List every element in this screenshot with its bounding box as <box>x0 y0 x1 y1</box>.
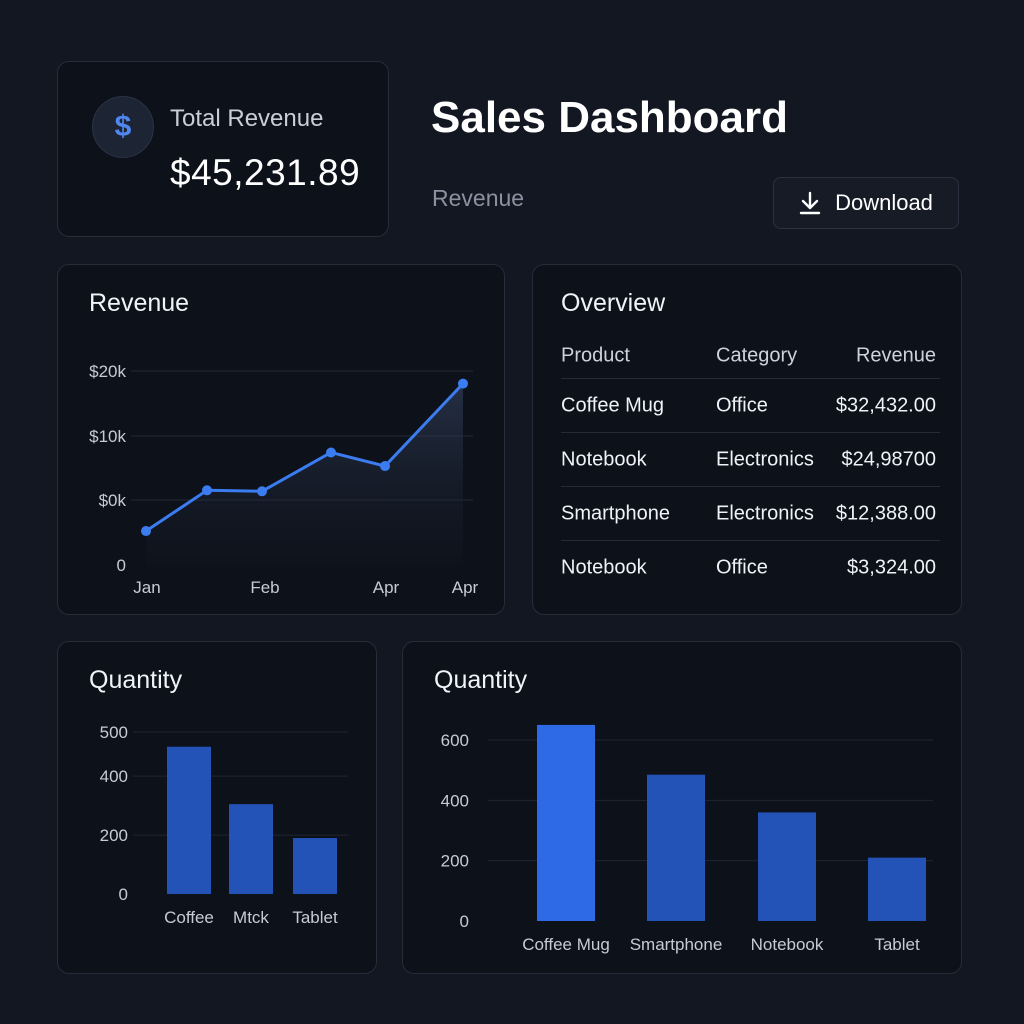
bar <box>537 724 595 921</box>
cell-product: Notebook <box>561 556 647 578</box>
cell-revenue: $12,388.00 <box>835 502 936 524</box>
quantity-small-title: Quantity <box>89 666 183 694</box>
column-header-category: Category <box>716 344 798 366</box>
cell-category: Electronics <box>716 448 814 470</box>
x-tick-label: Tablet <box>292 908 338 927</box>
y-tick-label: $10k <box>89 427 126 446</box>
x-tick-label: Jan <box>133 578 160 597</box>
data-point <box>458 378 468 389</box>
page-subtitle: Revenue <box>432 185 525 211</box>
y-tick-label: 0 <box>119 885 128 904</box>
data-point <box>202 485 212 496</box>
x-tick-label: Apr <box>373 578 400 597</box>
total-revenue-value: $45,231.89 <box>170 152 361 193</box>
column-header-revenue: Revenue <box>855 344 936 366</box>
y-tick-label: 200 <box>100 826 128 845</box>
y-tick-label: $0k <box>99 491 127 510</box>
bar <box>647 774 705 921</box>
cell-revenue: $24,98700 <box>841 448 936 470</box>
dollar-icon: $ <box>92 96 154 158</box>
cell-category: Electronics <box>716 502 814 524</box>
download-button[interactable]: Download <box>773 177 959 229</box>
cell-revenue: $32,432.00 <box>835 394 936 416</box>
x-tick-label: Coffee Mug <box>522 935 610 954</box>
cell-revenue: $3,324.00 <box>847 556 936 578</box>
x-tick-label: Notebook <box>751 935 824 954</box>
revenue-chart-title: Revenue <box>89 289 190 317</box>
x-tick-label: Feb <box>250 578 279 597</box>
bar <box>229 804 273 894</box>
y-tick-label: 400 <box>441 791 469 810</box>
table-row[interactable]: Coffee Mug Office $32,432.00 <box>561 379 940 433</box>
y-tick-label: $20k <box>89 362 126 381</box>
overview-table: Product Category Revenue Coffee Mug Offi… <box>561 333 940 594</box>
table-row[interactable]: Notebook Electronics $24,98700 <box>561 433 940 487</box>
total-revenue-label: Total Revenue <box>170 105 324 132</box>
download-icon <box>799 191 821 215</box>
total-revenue-card: $ Total Revenue $45,231.89 <box>57 61 389 237</box>
x-tick-label: Smartphone <box>630 935 723 954</box>
revenue-chart-card: Revenue 0 $0k $10k $20k Jan Feb Apr Apr <box>57 264 505 615</box>
quantity-large-title: Quantity <box>434 666 528 694</box>
overview-title: Overview <box>561 289 666 317</box>
cell-category: Office <box>716 394 768 416</box>
cell-product: Notebook <box>561 448 647 470</box>
table-row[interactable]: Notebook Office $3,324.00 <box>561 541 940 594</box>
x-tick-label: Coffee <box>164 908 214 927</box>
quantity-large-bar-chart: 0 200 400 600 Coffee Mug Smartphone Notebook Ta… <box>441 724 933 954</box>
page-title: Sales Dashboard <box>431 93 789 142</box>
data-point <box>326 447 336 458</box>
download-button-label: Download <box>835 190 933 215</box>
bar <box>868 857 926 921</box>
cell-product: Coffee Mug <box>561 394 665 416</box>
y-tick-label: 400 <box>100 767 128 786</box>
revenue-area <box>146 383 463 565</box>
quantity-small-card: Quantity 0 200 400 500 Coffee Mtck Tablet <box>57 641 377 974</box>
y-tick-label: 0 <box>460 912 469 931</box>
bar <box>293 838 337 894</box>
table-header-row: Product Category Revenue <box>561 333 940 379</box>
data-point <box>380 461 390 472</box>
quantity-large-card: Quantity 0 200 400 600 Coffee Mug Smartphone N… <box>402 641 962 974</box>
column-header-product: Product <box>561 344 630 366</box>
cell-product: Smartphone <box>561 502 670 524</box>
data-point <box>141 526 151 537</box>
bar <box>758 812 816 921</box>
x-tick-label: Tablet <box>874 935 920 954</box>
x-tick-label: Apr <box>452 578 479 597</box>
data-point <box>257 486 267 497</box>
y-tick-label: 0 <box>117 556 126 575</box>
x-tick-label: Mtck <box>233 908 269 927</box>
y-tick-label: 500 <box>100 723 128 742</box>
bar <box>167 746 211 894</box>
overview-card: Overview Product Category Revenue Coffee… <box>532 264 962 615</box>
quantity-small-bar-chart: 0 200 400 500 Coffee Mtck Tablet <box>100 723 348 927</box>
revenue-line <box>145 382 465 533</box>
cell-category: Office <box>716 556 768 578</box>
y-tick-label: 600 <box>441 731 469 750</box>
table-row[interactable]: Smartphone Electronics $12,388.00 <box>561 487 940 541</box>
y-tick-label: 200 <box>441 852 469 871</box>
revenue-line-chart: 0 $0k $10k $20k Jan Feb Apr Apr <box>89 362 479 597</box>
